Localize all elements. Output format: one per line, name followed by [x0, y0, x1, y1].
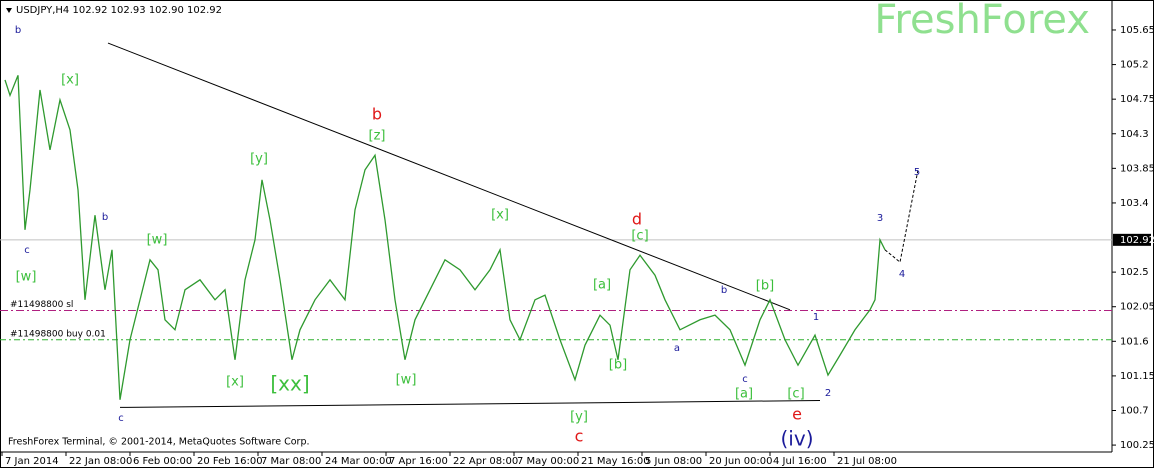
x-tick-label: 20 Jun 00:00 — [709, 456, 773, 467]
trendline — [107, 42, 791, 311]
y-tick-label: 104.75 — [1120, 94, 1154, 105]
y-tick-label: 103.85 — [1120, 163, 1154, 174]
wave-label: [a] — [593, 278, 611, 293]
x-tick-label: 5 Jun 08:00 — [645, 456, 702, 467]
x-tick-label: 21 May 16:00 — [581, 456, 650, 467]
wave-label: [y] — [250, 152, 268, 167]
y-tick-label: 101.15 — [1120, 371, 1154, 382]
chart-title: USDJPY,H4 102.92 102.93 102.90 102.92 — [16, 5, 222, 16]
x-tick-label: 22 Apr 08:00 — [453, 456, 518, 467]
wave-label: [c] — [787, 387, 804, 402]
wave-label: d — [632, 210, 642, 229]
y-tick-label: 100.7 — [1120, 405, 1149, 416]
wave-label: 1 — [813, 312, 819, 323]
x-tick-label: 6 Feb 00:00 — [133, 456, 192, 467]
symbol-icon — [6, 8, 12, 13]
wave-label: b — [15, 25, 21, 36]
wave-label: [w] — [147, 233, 168, 248]
x-tick-label: 4 Jul 16:00 — [773, 456, 827, 467]
wave-label: b — [372, 105, 382, 124]
projection — [884, 169, 919, 264]
wave-label: [c] — [631, 229, 648, 244]
x-tick-label: 7 May 00:00 — [517, 456, 579, 467]
x-tick-label: 7 Mar 08:00 — [261, 456, 321, 467]
line-label: #11498800 sl — [10, 300, 73, 310]
price-label-box — [1113, 233, 1151, 246]
x-tick-label: 21 Jul 08:00 — [837, 456, 897, 467]
x-tick-label: 20 Feb 16:00 — [197, 456, 263, 467]
wave-label: c — [118, 413, 124, 424]
wave-label: 2 — [825, 388, 831, 399]
y-tick-label: 105.2 — [1120, 60, 1149, 71]
x-tick-label: 24 Mar 00:00 — [325, 456, 392, 467]
y-tick-label: 101.6 — [1120, 336, 1149, 347]
footer: FreshForex Terminal, © 2001-2014, MetaQu… — [8, 437, 310, 448]
y-tick-label: 100.25 — [1120, 440, 1154, 451]
wave-label: [x] — [491, 208, 509, 223]
x-tick-label: 7 Jan 2014 — [5, 456, 59, 467]
wave-label: [b] — [609, 358, 627, 373]
price-label: 102.92 — [1120, 235, 1154, 246]
y-tick-label: 103.4 — [1120, 198, 1149, 209]
wave-label: [w] — [396, 373, 417, 388]
y-tick-label: 102.5 — [1120, 267, 1149, 278]
y-tick-label: 104.3 — [1120, 129, 1149, 140]
wave-label: c — [24, 245, 30, 256]
trendline — [119, 399, 821, 408]
wave-label: 3 — [877, 213, 883, 224]
watermark: FreshForex — [874, 0, 1090, 43]
wave-label: b — [721, 285, 727, 296]
line-label: #11498800 buy 0.01 — [10, 329, 106, 339]
wave-label: [x] — [226, 375, 244, 390]
wave-label: 5 — [914, 167, 920, 178]
y-tick-label: 102.05 — [1120, 302, 1154, 313]
wave-label: [x] — [61, 73, 79, 88]
wave-label: (iv) — [781, 427, 814, 451]
wave-label: [a] — [735, 387, 753, 402]
wave-label: b — [102, 212, 108, 223]
wave-label: [y] — [570, 410, 588, 425]
wave-label: c — [575, 427, 584, 446]
wave-label: [z] — [369, 129, 386, 144]
x-tick-label: 22 Jan 08:00 — [69, 456, 132, 467]
wave-label: a — [674, 343, 680, 354]
wave-label: [b] — [756, 279, 774, 294]
x-tick-label: 7 Apr 16:00 — [389, 456, 448, 467]
wave-label: 4 — [899, 269, 905, 280]
wave-label: c — [742, 374, 748, 385]
wave-label: [xx] — [270, 372, 309, 396]
price-line — [4, 75, 886, 400]
y-tick-label: 105.65 — [1120, 25, 1154, 36]
wave-label: [w] — [16, 270, 37, 285]
wave-label: e — [792, 405, 802, 424]
